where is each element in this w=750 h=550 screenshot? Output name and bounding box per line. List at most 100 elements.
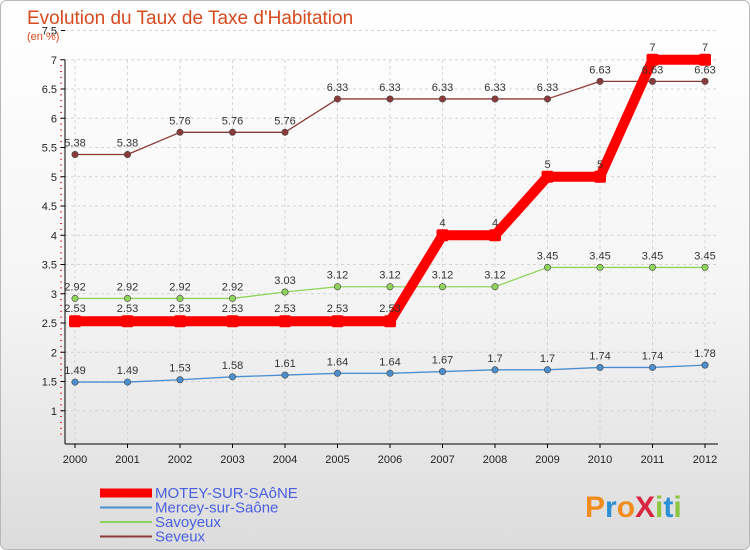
data-label: 6.33 xyxy=(484,82,505,94)
x-tick-label: 2000 xyxy=(63,454,87,466)
y-tick-label: 1 xyxy=(51,406,57,418)
data-point xyxy=(596,363,604,371)
data-point xyxy=(333,369,341,377)
chart-title: Evolution du Taux de Taxe d'Habitation xyxy=(27,8,353,29)
data-point xyxy=(124,378,132,386)
data-point xyxy=(176,376,184,384)
data-point xyxy=(438,368,446,376)
legend-label: Savoyeux xyxy=(155,514,221,531)
data-point xyxy=(384,315,396,328)
data-point xyxy=(333,95,341,103)
data-point xyxy=(701,77,709,85)
y-tick-label: 3 xyxy=(51,289,57,301)
data-label: 5.76 xyxy=(274,115,295,127)
data-point xyxy=(71,378,79,386)
grid-lines xyxy=(65,30,718,440)
x-tick-label: 2004 xyxy=(273,454,297,466)
data-point xyxy=(438,283,446,291)
y-tick-label: 3.5 xyxy=(42,260,57,272)
data-point xyxy=(699,53,711,66)
data-point xyxy=(174,315,186,328)
y-tick-label: 4 xyxy=(51,230,57,242)
data-label: 1.7 xyxy=(487,353,502,365)
data-label: 1.74 xyxy=(589,350,610,362)
data-label: 3.12 xyxy=(484,270,505,282)
data-label: 6.63 xyxy=(642,64,663,76)
y-tick-label: 4.5 xyxy=(42,201,57,213)
logo-letter: i xyxy=(655,491,663,524)
proxiti-logo: ProXiti xyxy=(585,491,682,524)
legend: MOTEY-SUR-SAôNEMercey-sur-SaôneSavoyeuxS… xyxy=(100,485,298,546)
data-label: 2.53 xyxy=(64,303,85,315)
x-tick-label: 2008 xyxy=(483,454,507,466)
data-label: 6.33 xyxy=(379,82,400,94)
data-point xyxy=(436,229,449,242)
data-label: 2.92 xyxy=(169,281,190,293)
series-lines xyxy=(69,53,711,386)
logo-letter: t xyxy=(663,491,673,524)
data-point xyxy=(491,366,499,374)
x-tick-label: 2002 xyxy=(168,454,192,466)
data-point xyxy=(491,95,499,103)
legend-label: Seveux xyxy=(155,529,206,546)
x-tick-label: 2012 xyxy=(693,454,717,466)
data-label: 2.92 xyxy=(222,281,243,293)
x-tick-label: 2001 xyxy=(115,454,139,466)
data-label: 2.53 xyxy=(379,303,400,315)
data-point xyxy=(648,263,656,271)
data-point xyxy=(701,263,709,271)
data-point xyxy=(648,363,656,371)
data-point xyxy=(386,95,394,103)
data-label: 3.12 xyxy=(432,270,453,282)
data-point xyxy=(594,170,606,183)
logo-letter: i xyxy=(673,491,681,524)
data-label: 2.53 xyxy=(222,303,243,315)
data-label: 4 xyxy=(439,217,445,229)
data-point xyxy=(124,151,132,159)
y-tick-label: 5 xyxy=(51,172,57,184)
data-label: 6.33 xyxy=(327,82,348,94)
data-label: 1.61 xyxy=(274,358,295,370)
data-label: 1.58 xyxy=(222,360,243,372)
data-label: 3.12 xyxy=(327,270,348,282)
data-label: 5.76 xyxy=(169,115,190,127)
data-point xyxy=(489,229,501,242)
data-point xyxy=(281,128,289,136)
data-point xyxy=(279,315,291,328)
data-label: 3.45 xyxy=(642,250,663,262)
chart-subtitle: (en %) xyxy=(27,31,59,43)
x-tick-label: 2010 xyxy=(588,454,612,466)
data-point xyxy=(543,366,551,374)
data-label: 4 xyxy=(492,217,498,229)
data-point xyxy=(229,294,237,302)
data-label: 6.63 xyxy=(694,64,715,76)
data-point xyxy=(226,315,239,328)
data-label: 6.33 xyxy=(432,82,453,94)
data-label: 1.78 xyxy=(694,348,715,360)
data-label: 3.03 xyxy=(274,275,295,287)
data-label: 3.45 xyxy=(694,250,715,262)
y-tick-label: 5.5 xyxy=(42,143,57,155)
data-label: 2.92 xyxy=(117,281,138,293)
data-point xyxy=(229,373,237,381)
y-tick-label: 2.5 xyxy=(42,318,57,330)
data-label: 3.12 xyxy=(379,270,400,282)
data-point xyxy=(386,283,394,291)
y-tick-label: 1.5 xyxy=(42,377,57,389)
logo-letter: X xyxy=(635,491,655,524)
data-label: 1.49 xyxy=(64,365,85,377)
data-label: 2.53 xyxy=(327,303,348,315)
data-point xyxy=(331,315,344,328)
data-label: 6.63 xyxy=(589,64,610,76)
y-tick-label: 2 xyxy=(51,347,57,359)
y-tick-label: 6 xyxy=(51,113,57,125)
data-label: 1.7 xyxy=(540,353,555,365)
data-label: 5 xyxy=(544,159,550,171)
y-tick-label: 7 xyxy=(51,55,57,67)
data-point xyxy=(281,371,289,379)
data-labels: 2.53 2.53 2.53 2.53 2.53 2.53 2.53 4 4 5 5 7 7 1.49 1.… xyxy=(64,42,715,377)
data-label: 3.45 xyxy=(537,250,558,262)
data-label: 6.33 xyxy=(537,82,558,94)
logo-letter: r xyxy=(605,491,617,524)
